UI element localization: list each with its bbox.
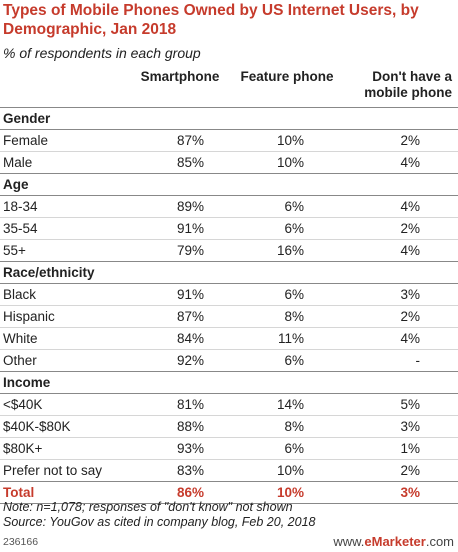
cell-no-mobile-phone: 3% [400,287,420,302]
cell-smartphone: 81% [176,397,204,412]
chart-notes: Note: n=1,078; responses of "don't know"… [3,500,315,530]
chart-id: 236166 [3,536,39,548]
cell-no-mobile-phone: 2% [400,221,420,236]
brand-prefix: www. [333,534,365,549]
row-label: Other [3,353,37,368]
table-row: Black 91% 6% 3% [0,284,458,306]
table-row: Other 92% 6% - [0,350,458,372]
table-row: Female 87% 10% 2% [0,130,458,152]
cell-smartphone: 85% [176,155,204,170]
cell-feature-phone: 10% [276,133,304,148]
total-label: Total [3,485,35,500]
group-label: Race/ethnicity [3,265,95,280]
column-header-no-mobile-phone: Don't have a mobile phone [364,69,452,100]
table-row: Male 85% 10% 4% [0,152,458,174]
group-header-row: Income [0,372,458,394]
table-row: 55+ 79% 16% 4% [0,240,458,262]
chart-title: Types of Mobile Phones Owned by US Inter… [3,2,419,38]
cell-smartphone: 93% [176,441,204,456]
row-label: Hispanic [3,309,55,324]
cell-smartphone: 79% [176,243,204,258]
chart-subtitle: % of respondents in each group [3,45,201,61]
total-feature-phone: 10% [276,485,304,500]
cell-smartphone: 87% [176,309,204,324]
row-label: 55+ [3,243,26,258]
cell-smartphone: 92% [176,353,204,368]
cell-feature-phone: 6% [284,353,304,368]
table-row: Prefer not to say 83% 10% 2% [0,460,458,482]
cell-smartphone: 87% [176,133,204,148]
table-row: <$40K 81% 14% 5% [0,394,458,416]
cell-smartphone: 84% [176,331,204,346]
cell-no-mobile-phone: 4% [400,243,420,258]
row-label: $40K-$80K [3,419,71,434]
table-row: $80K+ 93% 6% 1% [0,438,458,460]
cell-feature-phone: 8% [284,309,304,324]
table-row: 18-34 89% 6% 4% [0,196,458,218]
table-row: White 84% 11% 4% [0,328,458,350]
cell-smartphone: 83% [176,463,204,478]
group-label: Income [3,375,51,390]
cell-feature-phone: 8% [284,419,304,434]
row-label: Female [3,133,49,148]
cell-no-mobile-phone: - [415,353,421,368]
cell-smartphone: 91% [176,287,204,302]
row-label: Male [3,155,33,170]
cell-feature-phone: 10% [276,155,304,170]
cell-feature-phone: 6% [284,287,304,302]
row-label: Prefer not to say [3,463,103,478]
total-no-mobile-phone: 3% [400,485,420,500]
cell-no-mobile-phone: 2% [400,309,420,324]
row-label: 18-34 [3,199,38,214]
cell-smartphone: 88% [176,419,204,434]
table-row: $40K-$80K 88% 8% 3% [0,416,458,438]
column-header-row: Smartphone Feature phone Don't have a mo… [0,66,458,110]
chart-source: Source: YouGov as cited in company blog,… [3,515,316,529]
cell-feature-phone: 6% [284,221,304,236]
cell-no-mobile-phone: 2% [400,463,420,478]
group-label: Age [3,177,29,192]
group-header-row: Gender [0,108,458,130]
cell-feature-phone: 10% [276,463,304,478]
column-header-feature-phone: Feature phone [240,69,334,84]
total-row: Total 86% 10% 3% [0,482,458,504]
column-header-smartphone: Smartphone [140,69,220,84]
cell-smartphone: 89% [176,199,204,214]
brand-logo: www.eMarketer.com [333,534,454,549]
brand-name: eMarketer [364,534,426,549]
cell-no-mobile-phone: 4% [400,155,420,170]
brand-suffix: .com [425,534,454,549]
table-row: Hispanic 87% 8% 2% [0,306,458,328]
row-label: <$40K [3,397,43,412]
cell-no-mobile-phone: 4% [400,331,420,346]
total-smartphone: 86% [176,485,204,500]
row-label: Black [3,287,37,302]
group-header-row: Race/ethnicity [0,262,458,284]
row-label: 35-54 [3,221,38,236]
cell-no-mobile-phone: 4% [400,199,420,214]
cell-smartphone: 91% [176,221,204,236]
header-divider [0,107,458,108]
cell-feature-phone: 6% [284,199,304,214]
cell-feature-phone: 14% [276,397,304,412]
cell-no-mobile-phone: 5% [400,397,420,412]
cell-feature-phone: 6% [284,441,304,456]
table-row: 35-54 91% 6% 2% [0,218,458,240]
cell-no-mobile-phone: 3% [400,419,420,434]
cell-feature-phone: 11% [277,331,304,346]
cell-no-mobile-phone: 2% [400,133,420,148]
group-label: Gender [3,111,51,126]
table-body: Gender Female 87% 10% 2% Male 85% 10% 4% Age 18-34… [0,108,458,504]
chart-note: Note: n=1,078; responses of "don't know"… [3,500,293,514]
cell-feature-phone: 16% [276,243,304,258]
row-label: White [3,331,38,346]
row-label: $80K+ [3,441,43,456]
group-header-row: Age [0,174,458,196]
cell-no-mobile-phone: 1% [400,441,420,456]
